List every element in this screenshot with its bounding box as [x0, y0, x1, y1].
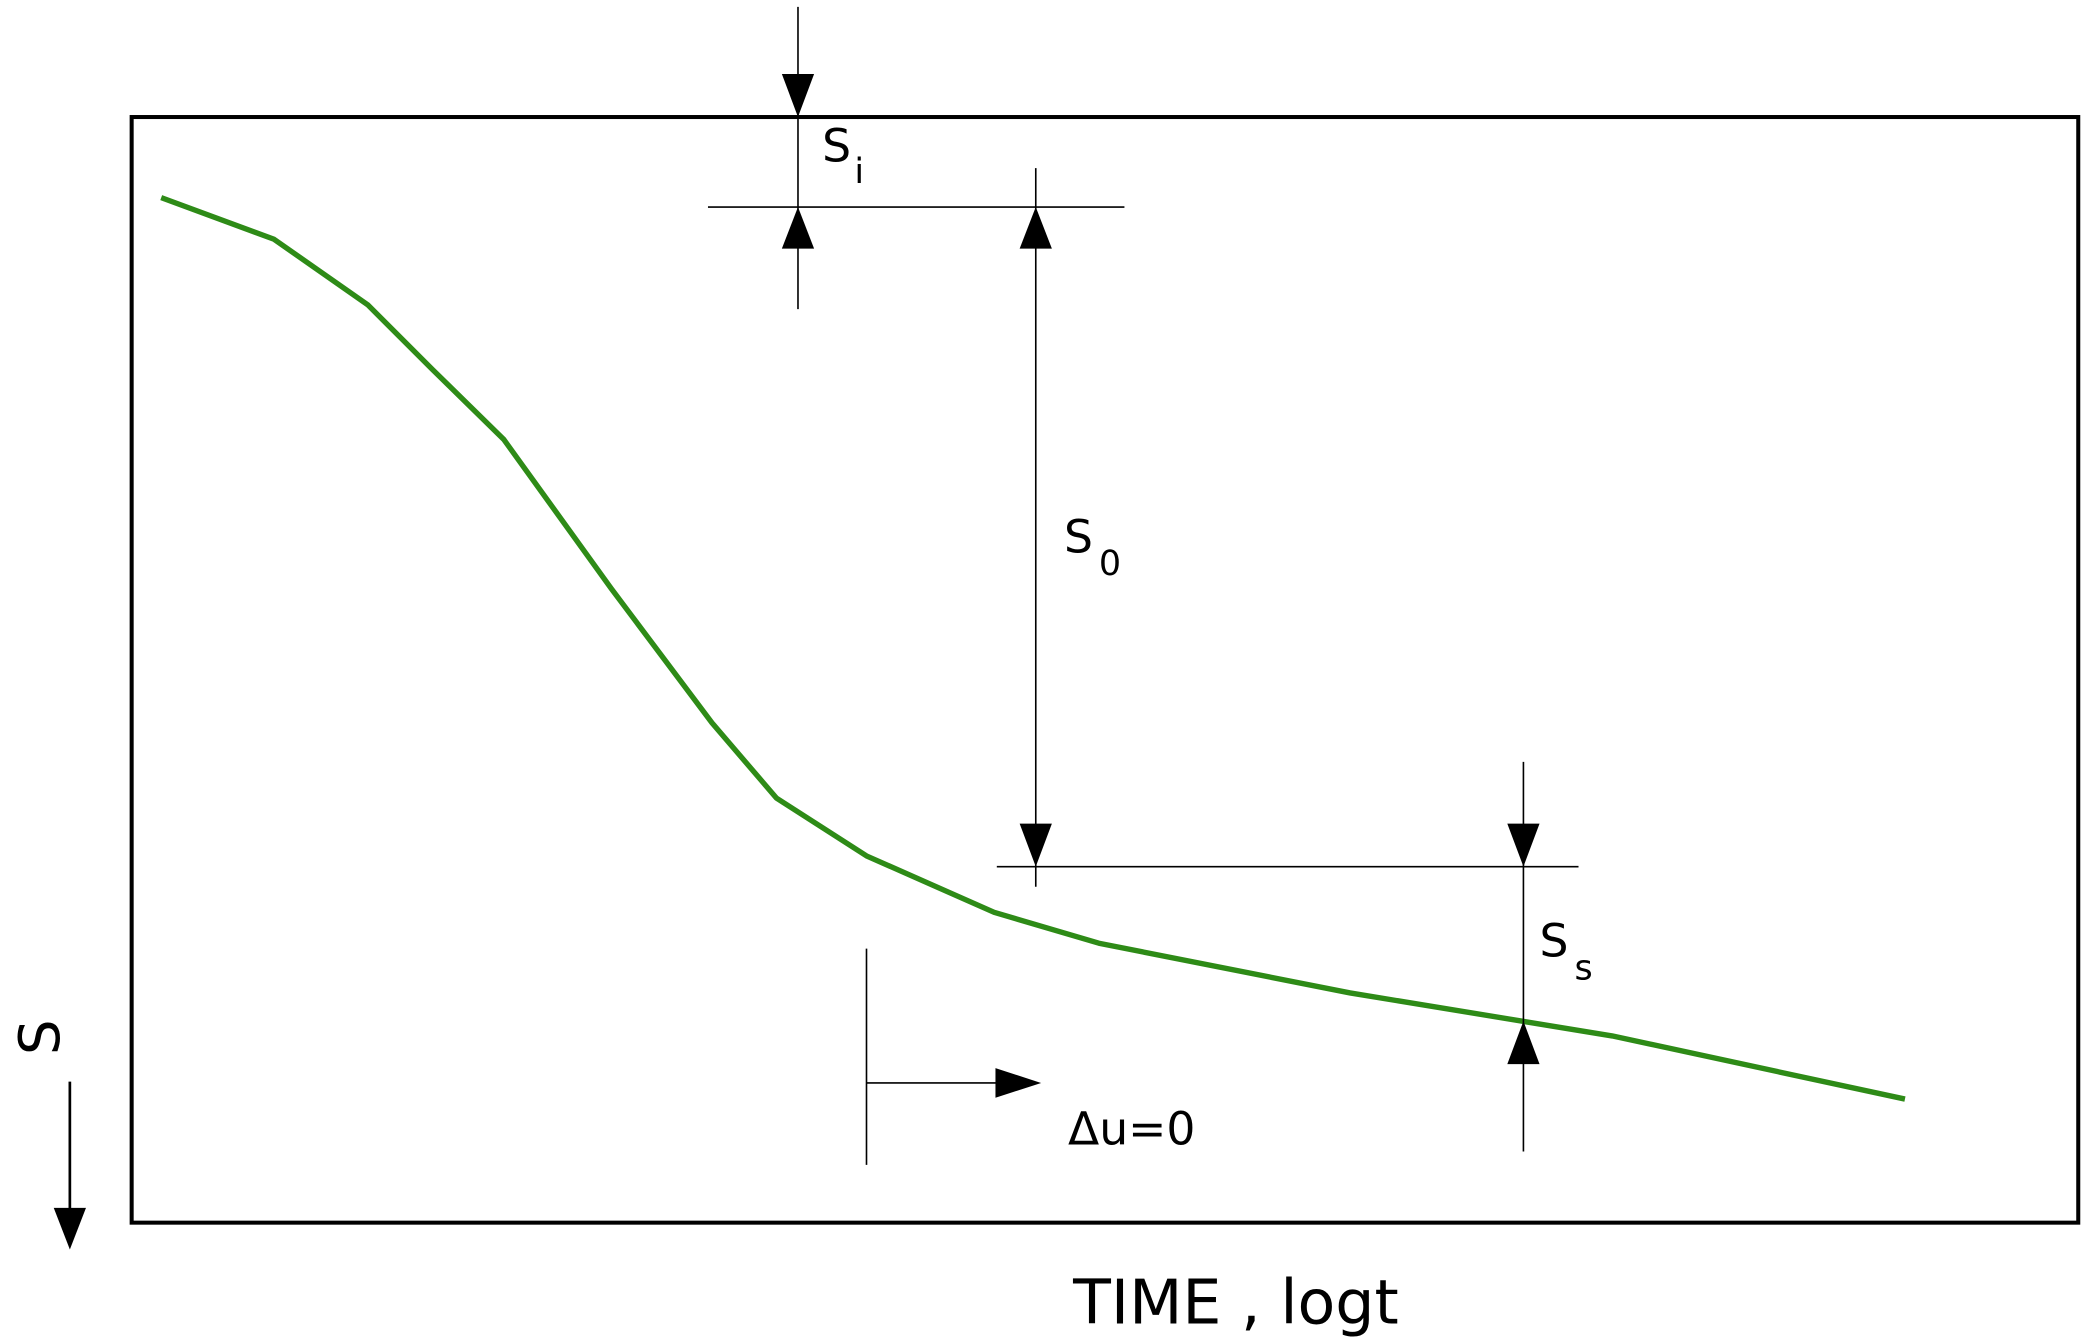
s-0-main: S: [1064, 510, 1093, 563]
y-axis-arrow: [53, 1081, 86, 1250]
delta-u-marker: [865, 948, 1042, 1165]
s-0-sub: 0: [1099, 544, 1121, 584]
s-i-dimension: [707, 6, 1125, 310]
frame: [129, 115, 2081, 1225]
s-i-sub: i: [854, 152, 864, 192]
delta-u-label: Δu=0: [1068, 1103, 1195, 1156]
s-i-main: S: [822, 119, 851, 172]
s-s-dimension: [1507, 761, 1540, 1152]
x-axis-label: TIME , logt: [1072, 1266, 1399, 1337]
s-s-sub: s: [1574, 948, 1592, 988]
settlement-curve: [160, 195, 1906, 1102]
s-s-main: S: [1540, 915, 1569, 968]
y-axis-label: S: [8, 1019, 73, 1055]
s-0-dimension: [996, 168, 1579, 887]
